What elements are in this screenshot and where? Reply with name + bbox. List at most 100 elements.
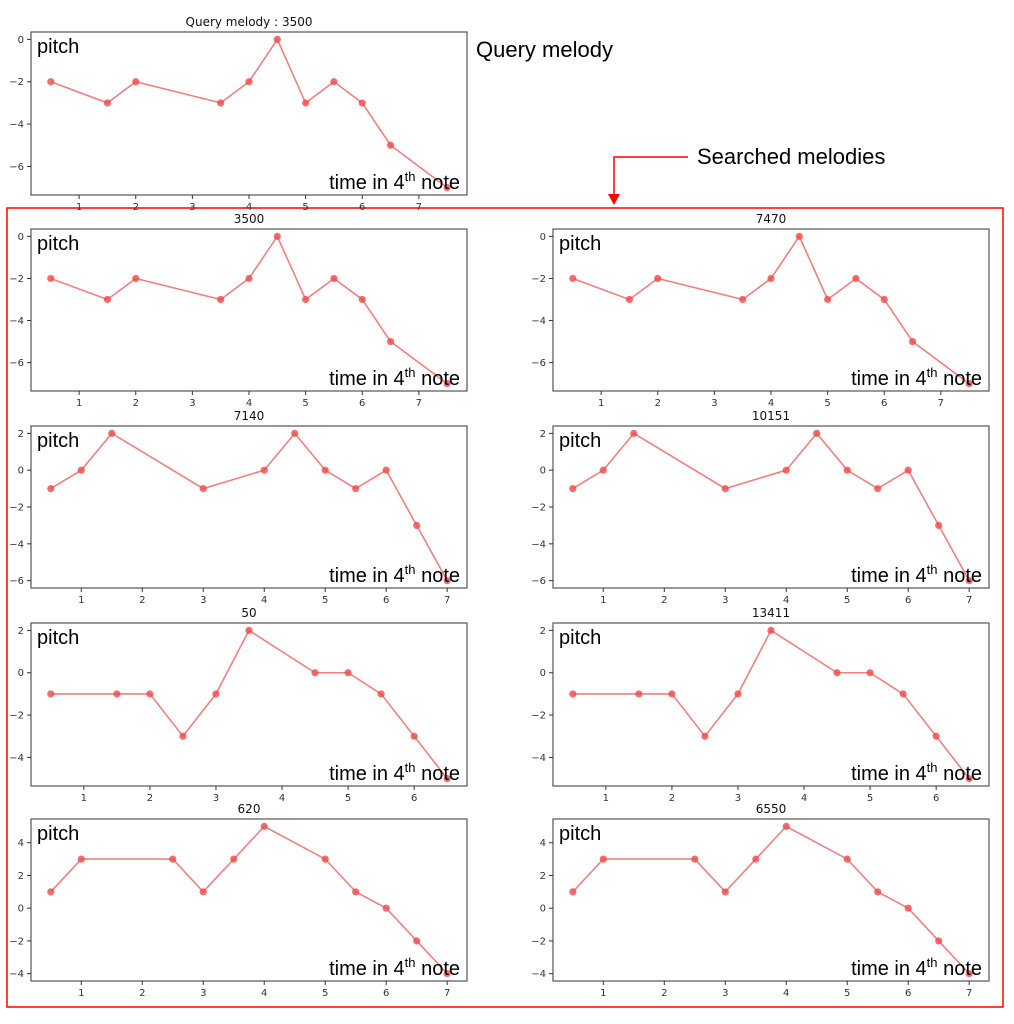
x-label-superscript: th <box>405 955 416 970</box>
x-label-prefix: time in 4 <box>851 565 927 587</box>
chart-title: Query melody : 3500 <box>186 15 313 29</box>
axes-frame <box>30 228 468 392</box>
x-label-superscript: th <box>927 562 938 577</box>
data-point <box>852 274 860 283</box>
data-point <box>217 295 225 304</box>
chart-result-3: 7140 1 2 3 4 5 6 7 2 0 −2 −4 −6 pitch time in 4th note <box>9 409 468 606</box>
axes-frame <box>552 622 990 787</box>
y-tick-label: −4 <box>531 539 546 550</box>
data-point <box>245 274 253 283</box>
y-tick-label: −6 <box>9 358 24 369</box>
data-point <box>599 466 607 474</box>
data-point <box>132 78 140 86</box>
x-tick-label: 1 <box>78 595 84 606</box>
data-point <box>721 888 729 896</box>
data-point <box>625 295 634 304</box>
data-point <box>965 774 973 783</box>
y-tick-label: 2 <box>540 871 546 882</box>
data-point <box>904 904 912 912</box>
x-label-prefix: time in 4 <box>329 565 405 587</box>
data-point <box>843 466 851 474</box>
x-tick-label: 4 <box>279 793 285 804</box>
data-point <box>199 484 207 493</box>
x-tick-label: 6 <box>933 793 939 804</box>
data-point <box>701 732 709 740</box>
y-tick-label: −4 <box>9 316 24 327</box>
data-point <box>352 484 360 493</box>
data-point <box>443 577 451 585</box>
x-label-superscript: th <box>405 760 416 775</box>
y-axis-label: pitch <box>37 430 79 452</box>
x-axis-label: time in 4th note <box>329 562 460 587</box>
pointer-arrow <box>608 156 688 205</box>
data-point <box>569 484 577 493</box>
data-point <box>843 855 851 863</box>
data-point <box>260 466 268 474</box>
data-point <box>443 970 451 978</box>
x-label-prefix: time in 4 <box>329 172 405 194</box>
x-tick-label: 3 <box>711 398 717 409</box>
x-label-superscript: th <box>927 365 938 380</box>
x-tick-label: 3 <box>200 595 206 606</box>
y-tick-label: 0 <box>18 466 24 477</box>
chart-result-5: 50 1 2 3 4 5 6 2 0 −2 −4 pitch time in 4th note <box>9 606 468 804</box>
x-label-suffix: note <box>416 958 460 980</box>
data-point <box>654 274 662 283</box>
x-tick-label: 1 <box>76 398 82 409</box>
data-point <box>752 855 760 863</box>
x-tick-label: 6 <box>383 988 389 999</box>
chart-result-7: 620 1 2 3 4 5 6 7 4 2 0 −2 −4 pitch time in 4th note <box>9 802 468 999</box>
data-point <box>935 937 943 945</box>
data-point <box>443 774 451 783</box>
data-point <box>824 295 832 304</box>
x-tick-label: 5 <box>867 793 873 804</box>
x-tick-label: 2 <box>147 793 153 804</box>
data-point <box>782 822 790 830</box>
data-point <box>668 690 676 698</box>
y-tick-label: −4 <box>531 753 546 764</box>
x-tick-label: 2 <box>669 793 675 804</box>
y-tick-label: 4 <box>540 838 546 849</box>
y-tick-label: 2 <box>540 429 546 440</box>
data-point <box>569 274 577 283</box>
y-tick-label: 0 <box>540 232 546 243</box>
x-label-suffix: note <box>416 172 460 194</box>
x-axis-label: time in 4th note <box>851 365 982 390</box>
x-label-superscript: th <box>927 955 938 970</box>
y-tick-label: −2 <box>9 711 24 722</box>
data-point <box>880 295 888 304</box>
searched-results-box <box>6 207 1004 1008</box>
x-tick-label: 2 <box>655 398 661 409</box>
query-melody-heading: Query melody <box>476 37 613 62</box>
y-tick-label: −4 <box>531 969 546 980</box>
data-point <box>199 888 207 896</box>
data-point <box>352 888 360 896</box>
x-tick-label: 4 <box>768 398 774 409</box>
data-point <box>358 295 366 304</box>
data-point <box>386 337 395 346</box>
x-tick-label: 2 <box>661 595 667 606</box>
data-point <box>899 690 907 698</box>
x-axis-label: time in 4th note <box>329 760 460 785</box>
data-point <box>217 99 225 107</box>
data-point <box>965 380 973 388</box>
y-axis-label: pitch <box>559 627 601 649</box>
searched-melodies-heading: Searched melodies <box>697 144 885 169</box>
x-tick-label: 2 <box>139 595 145 606</box>
data-point <box>866 669 874 677</box>
y-axis-label: pitch <box>559 233 601 255</box>
data-point <box>413 521 421 530</box>
data-point <box>874 484 882 493</box>
x-tick-label: 5 <box>302 398 308 409</box>
y-axis-label: pitch <box>559 823 601 845</box>
y-tick-label: −2 <box>531 274 546 285</box>
y-tick-label: −4 <box>9 120 24 131</box>
x-tick-label: 4 <box>246 398 252 409</box>
data-point <box>273 35 281 44</box>
chart-title: 10151 <box>752 409 790 423</box>
data-point <box>132 274 140 283</box>
x-tick-label: 5 <box>844 988 850 999</box>
x-tick-label: 3 <box>189 202 195 213</box>
x-tick-label: 5 <box>345 793 351 804</box>
data-point <box>169 855 177 863</box>
